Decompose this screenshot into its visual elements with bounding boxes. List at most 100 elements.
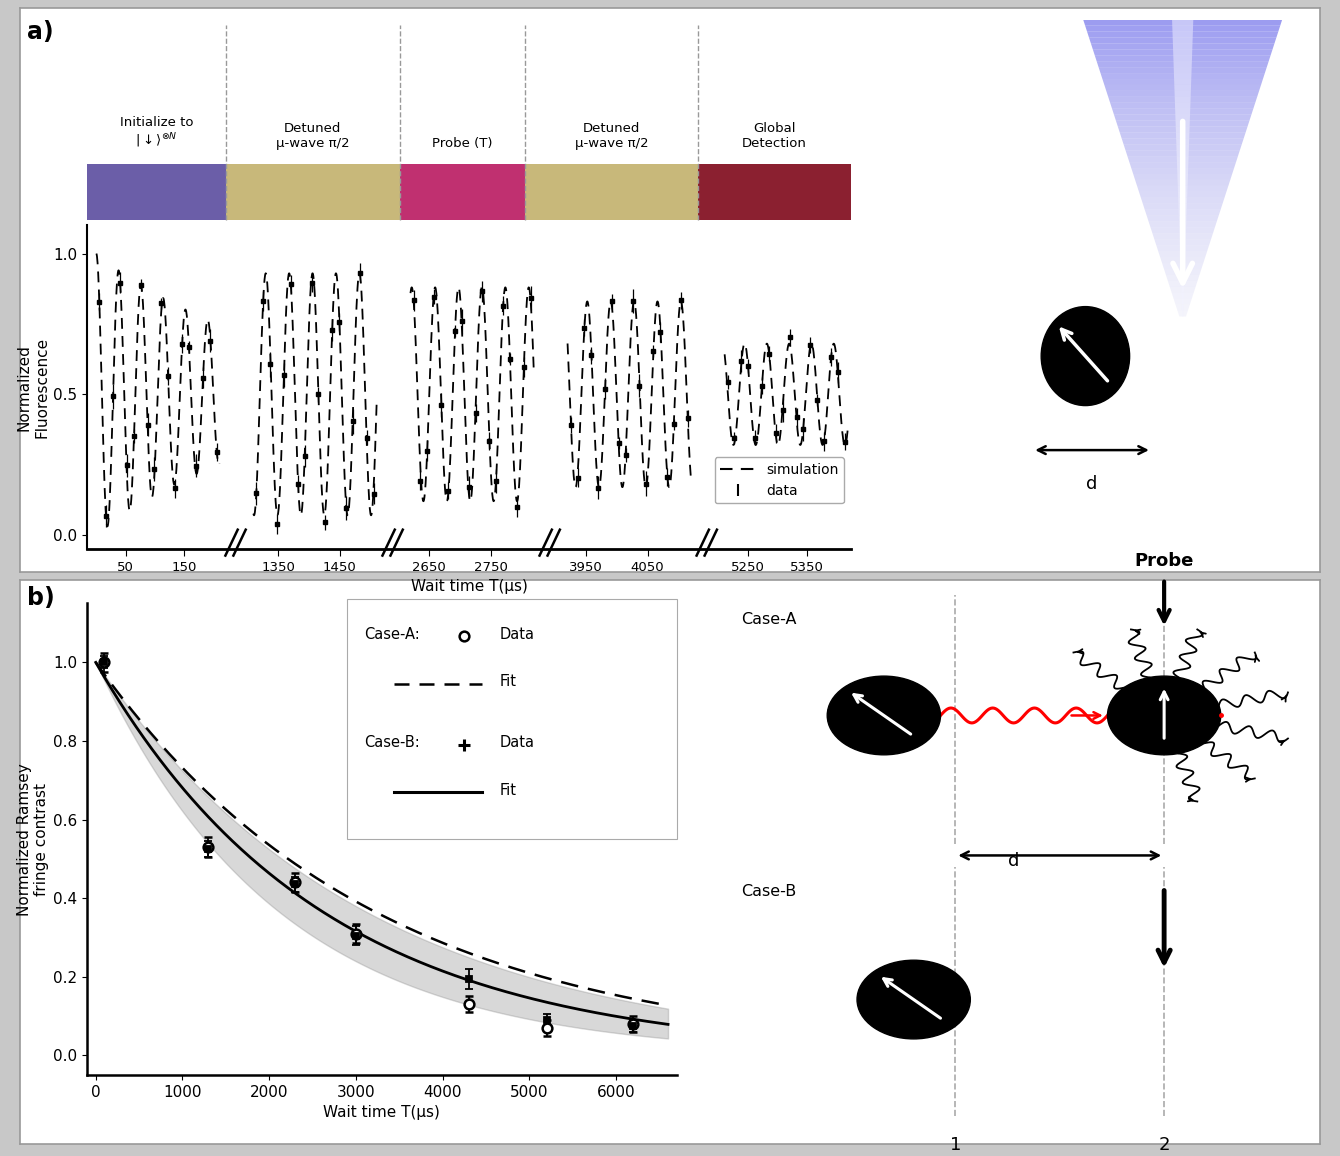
Polygon shape [1123, 144, 1242, 150]
Polygon shape [1104, 84, 1261, 91]
Circle shape [1107, 676, 1221, 755]
Polygon shape [1179, 222, 1186, 228]
Polygon shape [1177, 144, 1189, 150]
Polygon shape [1179, 239, 1186, 245]
Polygon shape [1175, 109, 1190, 114]
Polygon shape [1179, 228, 1186, 234]
Polygon shape [1170, 287, 1195, 292]
Polygon shape [1130, 162, 1235, 168]
Text: Fit: Fit [500, 674, 517, 689]
Polygon shape [1131, 168, 1234, 175]
Polygon shape [1166, 275, 1199, 281]
Polygon shape [1172, 31, 1193, 37]
Polygon shape [1134, 175, 1233, 180]
Polygon shape [1177, 162, 1189, 168]
Text: Probe: Probe [1135, 553, 1194, 571]
Polygon shape [1172, 44, 1193, 50]
Polygon shape [1152, 234, 1213, 239]
Circle shape [858, 961, 970, 1039]
Polygon shape [1148, 222, 1217, 228]
Polygon shape [1175, 97, 1191, 103]
Polygon shape [1175, 305, 1190, 311]
Text: Initialize to
$|{\downarrow}\rangle^{\otimes N}$: Initialize to $|{\downarrow}\rangle^{\ot… [119, 116, 193, 150]
Polygon shape [1116, 120, 1249, 126]
Polygon shape [1175, 120, 1190, 126]
Polygon shape [1095, 55, 1270, 61]
Polygon shape [1179, 234, 1186, 239]
Polygon shape [1182, 292, 1185, 298]
Polygon shape [1178, 203, 1187, 209]
Polygon shape [1114, 114, 1252, 120]
Polygon shape [1177, 139, 1189, 144]
Polygon shape [1178, 180, 1187, 186]
Polygon shape [1096, 61, 1269, 67]
Polygon shape [1178, 198, 1187, 203]
Polygon shape [1175, 126, 1190, 133]
Polygon shape [1138, 186, 1229, 192]
X-axis label: Wait time T(μs): Wait time T(μs) [410, 579, 528, 594]
Polygon shape [1140, 198, 1225, 203]
Polygon shape [1172, 50, 1193, 55]
Legend: simulation, data: simulation, data [714, 458, 844, 503]
Text: Data: Data [500, 627, 535, 642]
Polygon shape [1107, 91, 1260, 97]
Polygon shape [1178, 311, 1189, 317]
Text: Case-B: Case-B [741, 883, 796, 898]
Polygon shape [1135, 180, 1230, 186]
Polygon shape [1127, 156, 1238, 162]
Polygon shape [1177, 133, 1190, 139]
Text: Case-A: Case-A [741, 612, 796, 627]
Polygon shape [1112, 109, 1253, 114]
Polygon shape [1171, 292, 1194, 298]
Y-axis label: Normalized
Fluorescence: Normalized Fluorescence [16, 336, 50, 438]
Text: 2: 2 [1158, 1136, 1170, 1154]
Polygon shape [1151, 228, 1215, 234]
Polygon shape [1160, 257, 1205, 264]
Bar [399, 164, 524, 220]
Polygon shape [1158, 251, 1207, 257]
Polygon shape [1162, 264, 1203, 269]
Polygon shape [1174, 67, 1191, 73]
Polygon shape [1177, 168, 1189, 175]
Polygon shape [1178, 192, 1187, 198]
Polygon shape [1108, 97, 1257, 103]
Polygon shape [1174, 73, 1191, 79]
Polygon shape [1177, 156, 1189, 162]
Text: d: d [1087, 475, 1097, 492]
Polygon shape [1174, 55, 1193, 61]
Polygon shape [1093, 50, 1273, 55]
Polygon shape [1181, 275, 1185, 281]
Polygon shape [1181, 257, 1185, 264]
Polygon shape [1181, 269, 1185, 275]
Text: b): b) [27, 586, 55, 610]
Bar [524, 164, 698, 220]
Polygon shape [1174, 79, 1191, 84]
Polygon shape [1147, 215, 1218, 222]
Circle shape [1041, 306, 1130, 406]
Text: d: d [1008, 852, 1020, 870]
Polygon shape [1175, 114, 1190, 120]
Polygon shape [1100, 73, 1265, 79]
Polygon shape [1156, 245, 1209, 251]
Text: Fit: Fit [500, 783, 517, 798]
Polygon shape [1178, 175, 1189, 180]
Text: Probe (T): Probe (T) [431, 138, 492, 150]
Bar [698, 164, 851, 220]
Polygon shape [1172, 37, 1193, 44]
Polygon shape [1179, 215, 1187, 222]
Circle shape [827, 676, 941, 755]
Polygon shape [1154, 239, 1211, 245]
Polygon shape [1110, 103, 1256, 109]
Polygon shape [1175, 103, 1190, 109]
X-axis label: Wait time T(μs): Wait time T(μs) [323, 1105, 441, 1120]
Polygon shape [1083, 20, 1282, 25]
Polygon shape [1122, 139, 1244, 144]
Bar [87, 164, 226, 220]
Polygon shape [1172, 25, 1193, 31]
Polygon shape [1174, 298, 1191, 305]
Text: Case-A:: Case-A: [364, 627, 419, 642]
Y-axis label: Normalized Ramsey
fringe contrast: Normalized Ramsey fringe contrast [16, 763, 50, 916]
Polygon shape [1177, 150, 1189, 156]
Polygon shape [1181, 281, 1185, 287]
Polygon shape [1139, 192, 1226, 198]
